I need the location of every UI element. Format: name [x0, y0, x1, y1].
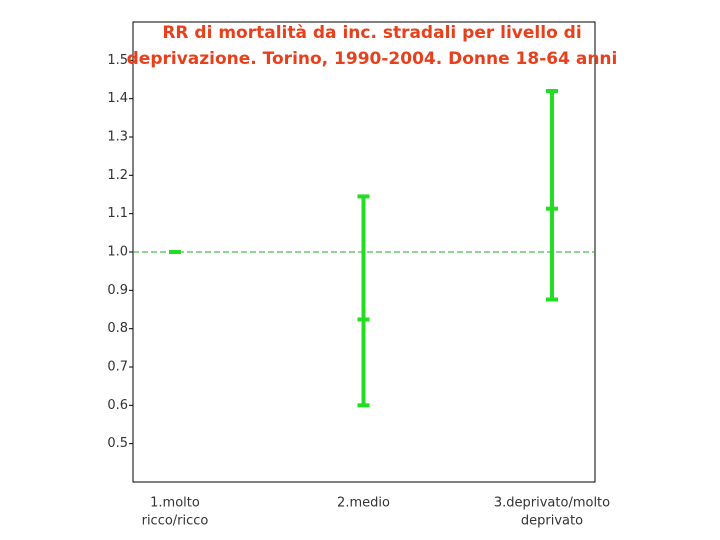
- x-tick-label: 3.deprivato/molto: [494, 496, 610, 511]
- y-tick-label: 1.4: [107, 91, 128, 106]
- y-tick-label: 1.3: [107, 130, 128, 145]
- x-tick-label: 1.molto: [150, 496, 200, 511]
- chart-title: deprivazione. Torino, 1990-2004. Donne 1…: [127, 49, 618, 69]
- y-tick-label: 0.9: [107, 283, 128, 298]
- y-tick-label: 0.8: [107, 321, 128, 336]
- y-tick-label: 1.1: [107, 206, 128, 221]
- x-tick-label: deprivato: [521, 514, 583, 529]
- y-tick-label: 1.5: [107, 53, 128, 68]
- y-tick-label: 1.2: [107, 168, 128, 183]
- y-tick-label: 1.0: [107, 245, 128, 260]
- y-tick-label: 0.5: [107, 436, 128, 451]
- y-tick-label: 0.6: [107, 398, 128, 413]
- x-tick-label: ricco/ricco: [142, 514, 209, 529]
- y-tick-label: 0.7: [107, 360, 128, 375]
- x-tick-label: 2.medio: [337, 496, 390, 511]
- chart-title: RR di mortalità da inc. stradali per liv…: [162, 23, 581, 43]
